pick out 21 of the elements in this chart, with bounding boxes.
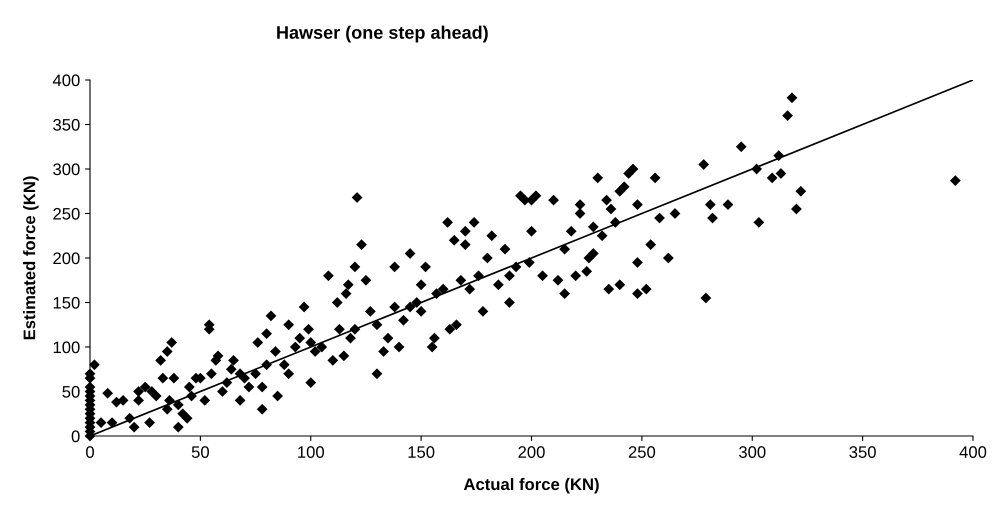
- chart-title: Hawser (one step ahead): [277, 26, 488, 42]
- x-tick-label: 200: [518, 446, 545, 458]
- y-tick-label: 100: [54, 341, 80, 354]
- y-tick-label: 350: [53, 118, 80, 131]
- x-tick-label: 0: [86, 446, 94, 458]
- x-tick-label: 100: [298, 446, 324, 458]
- y-tick-label: 400: [52, 74, 80, 86]
- y-tick-label: 200: [53, 252, 80, 264]
- x-axis-title: Actual force (KN): [464, 478, 599, 494]
- x-tick-label: 50: [192, 446, 209, 458]
- x-tick-label: 250: [628, 446, 656, 458]
- x-tick-label: 150: [408, 446, 434, 458]
- y-axis-title: Estimated force (KN): [23, 176, 39, 340]
- x-tick-label: 400: [959, 446, 986, 458]
- y-tick-label: 50: [62, 386, 80, 398]
- x-tick-label: 300: [738, 446, 766, 458]
- x-tick-label: 350: [849, 446, 876, 458]
- y-tick-label: 250: [53, 208, 80, 220]
- y-tick-label: 0: [72, 430, 80, 442]
- y-tick-label: 300: [53, 163, 80, 176]
- y-tick-label: 150: [54, 296, 80, 309]
